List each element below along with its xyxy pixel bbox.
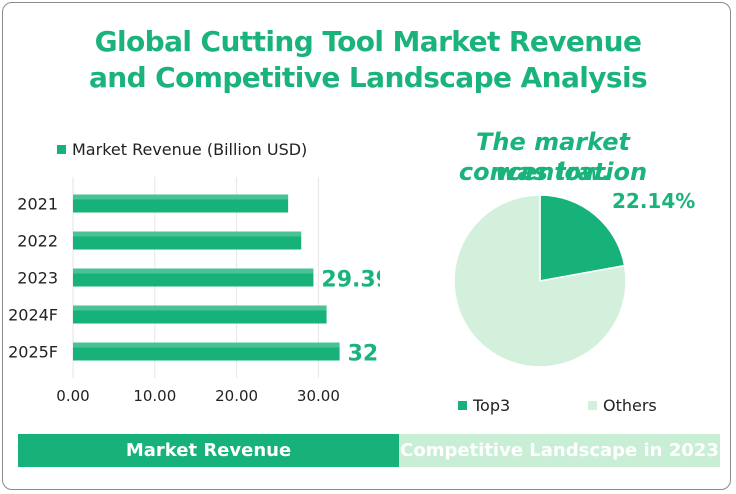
pie-chart: 22.14% — [453, 189, 695, 368]
bar — [73, 231, 302, 250]
pie-legend-top3-swatch — [458, 401, 467, 410]
bar — [73, 194, 289, 213]
headline-line-1: The market concentration — [458, 128, 648, 186]
pie-slice-others — [453, 194, 627, 368]
bar — [73, 268, 314, 287]
bar — [73, 305, 327, 324]
pie-legend-others-swatch — [588, 401, 597, 410]
section-label-market-revenue: Market Revenue — [18, 434, 399, 467]
y-tick-label: 2024F — [8, 306, 58, 325]
x-tick-label: 30.00 — [297, 387, 340, 405]
pie-legend-others: Others — [588, 396, 657, 415]
bar-legend-swatch — [57, 145, 66, 154]
bar-legend: Market Revenue (Billion USD) — [57, 140, 307, 159]
chart-title-line-1: Global Cutting Tool Market Revenue — [94, 25, 642, 58]
pie-slice-top3 — [539, 194, 626, 282]
bar — [73, 342, 340, 361]
headline-line-2: was low. — [495, 158, 611, 186]
pie-data-label: 22.14% — [612, 189, 695, 213]
bar-highlight — [73, 305, 327, 311]
bar-chart: 0.00 10.00 20.00 30.00 2021 2022 2023 29.39 2024… — [8, 177, 380, 405]
pie-legend-top3-label: Top3 — [473, 396, 511, 415]
bar-data-label: 29.39 — [321, 268, 380, 293]
y-tick-label: 2023 — [17, 269, 58, 288]
bar-highlight — [73, 194, 289, 200]
pie-legend-top3: Top3 — [458, 396, 510, 415]
x-tick-label: 0.00 — [56, 387, 89, 405]
y-tick-label: 2025F — [8, 343, 58, 362]
y-tick-label: 2022 — [17, 232, 58, 251]
bar-highlight — [73, 231, 302, 237]
bar-highlight — [73, 342, 340, 348]
y-tick-label: 2021 — [17, 195, 58, 214]
bar-data-label: 32.59 — [348, 342, 380, 367]
bar-legend-label: Market Revenue (Billion USD) — [72, 140, 308, 159]
section-label-competitive-landscape: Competitive Landscape in 2023 — [399, 434, 720, 467]
x-tick-label: 20.00 — [215, 387, 258, 405]
bar-highlight — [73, 268, 314, 274]
chart-title-line-2: and Competitive Landscape Analysis — [88, 61, 648, 94]
x-tick-label: 10.00 — [133, 387, 176, 405]
pie-legend-others-label: Others — [603, 396, 657, 415]
